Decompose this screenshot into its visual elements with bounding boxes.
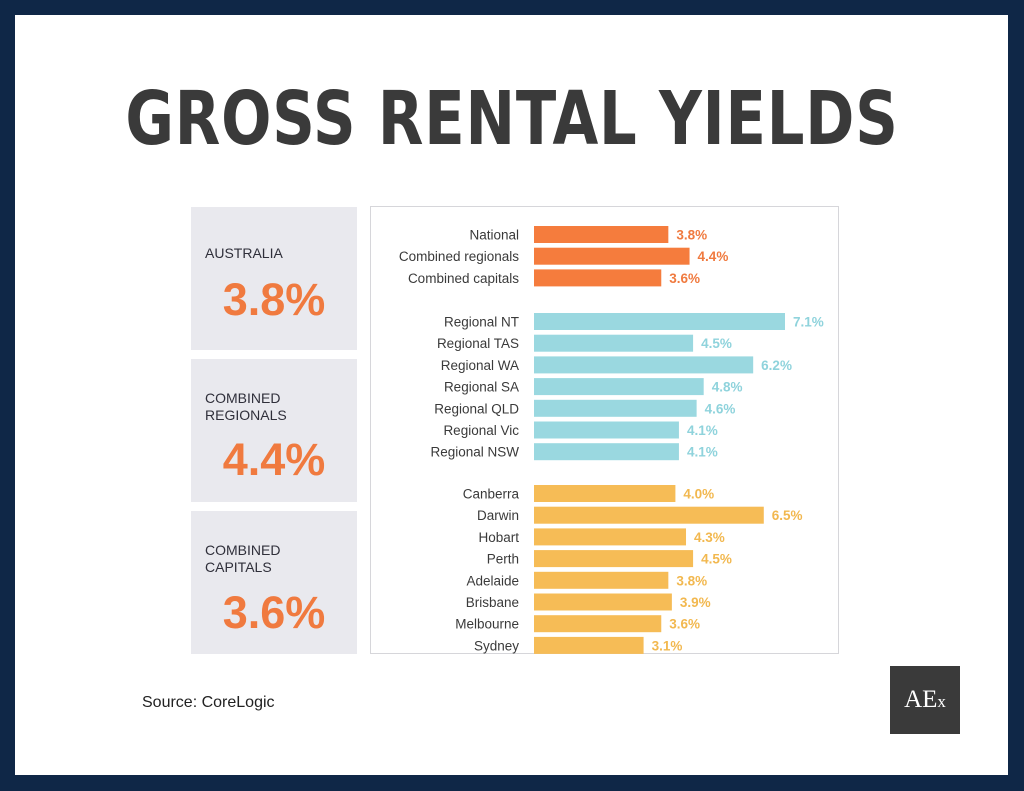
category-label-regional-nsw: Regional NSW [430,445,519,460]
category-label-adelaide: Adelaide [466,573,519,588]
chart-frame: National 3.8% Combined regionals 4.4% Combin… [370,206,839,654]
stat-box-australia: AUSTRALIA 3.8% [191,207,357,350]
category-label-darwin: Darwin [477,508,519,523]
value-label-melbourne: 3.6% [669,617,700,632]
bar-adelaide [534,571,669,589]
value-label-regional-wa: 6.2% [761,358,792,373]
bar-canberra [534,485,676,502]
bar-sydney [534,636,644,654]
value-label-regional-sa: 4.8% [712,380,743,395]
bar-regional-nt [534,313,785,330]
bar-regional-sa [534,378,704,396]
stat-label-combined-capitals-line2: CAPITALS [205,559,272,575]
value-label-regional-nsw: 4.1% [687,445,718,460]
bar-melbourne [534,615,662,633]
logo-main-text: AE [904,686,938,713]
category-label-sydney: Sydney [474,638,519,653]
stat-label-combined-regionals-line1: COMBINED [205,390,281,406]
value-label-adelaide: 3.8% [676,573,707,588]
logo-small-text: x [937,692,946,711]
category-label-combined-capitals: Combined capitals [408,271,519,286]
category-label-hobart: Hobart [478,530,519,545]
category-label-national: National [469,228,519,243]
bar-regional-nsw [534,443,679,461]
value-label-regional-nt: 7.1% [793,315,824,330]
aex-logo: AEx [890,666,960,734]
category-label-canberra: Canberra [463,487,520,502]
category-label-regional-qld: Regional QLD [434,401,519,416]
bar-combined-capitals [534,269,662,287]
value-label-canberra: 4.0% [683,487,714,502]
value-label-combined-capitals: 3.6% [669,271,700,286]
bar-regional-wa [534,356,754,374]
value-label-national: 3.8% [676,228,707,243]
value-label-brisbane: 3.9% [680,595,711,610]
value-label-sydney: 3.1% [652,638,683,653]
category-label-melbourne: Melbourne [455,617,519,632]
bar-regional-vic [534,421,679,439]
bar-hobart [534,528,687,546]
bar-combined-regionals [534,247,690,265]
page-title: GROSS RENTAL YIELDS [125,76,899,162]
stat-value-combined-capitals: 3.6% [222,587,326,638]
category-label-regional-tas: Regional TAS [437,336,519,351]
category-label-regional-nt: Regional NT [444,315,519,330]
category-label-regional-sa: Regional SA [444,380,519,395]
stat-label-combined-regionals-line2: REGIONALS [205,407,287,423]
bar-darwin [534,506,764,524]
value-label-regional-vic: 4.1% [687,423,718,438]
stat-value-combined-regionals: 4.4% [222,434,326,485]
stat-value-australia: 3.8% [222,274,326,325]
yield-bar-chart: National 3.8% Combined regionals 4.4% Combin… [399,226,824,654]
category-label-regional-wa: Regional WA [441,358,519,373]
stat-box-combined-capitals: COMBINED CAPITALS 3.6% [191,511,357,654]
bar-brisbane [534,593,672,611]
value-label-hobart: 4.3% [694,530,725,545]
category-label-regional-vic: Regional Vic [443,423,519,438]
value-label-regional-tas: 4.5% [701,336,732,351]
category-label-brisbane: Brisbane [466,595,519,610]
value-label-darwin: 6.5% [772,508,803,523]
bar-perth [534,550,694,568]
stat-label-australia: AUSTRALIA [205,245,283,261]
stat-box-combined-regionals: COMBINED REGIONALS 4.4% [191,359,357,502]
bar-national [534,226,669,243]
category-label-combined-regionals: Combined regionals [399,249,519,264]
value-label-perth: 4.5% [701,552,732,567]
stat-label-combined-capitals-line1: COMBINED [205,542,281,558]
value-label-combined-regionals: 4.4% [698,249,729,264]
value-label-regional-qld: 4.6% [705,401,736,416]
source-note: Source: CoreLogic [142,694,275,711]
bar-regional-tas [534,334,694,352]
category-label-perth: Perth [487,552,519,567]
bar-regional-qld [534,399,697,417]
